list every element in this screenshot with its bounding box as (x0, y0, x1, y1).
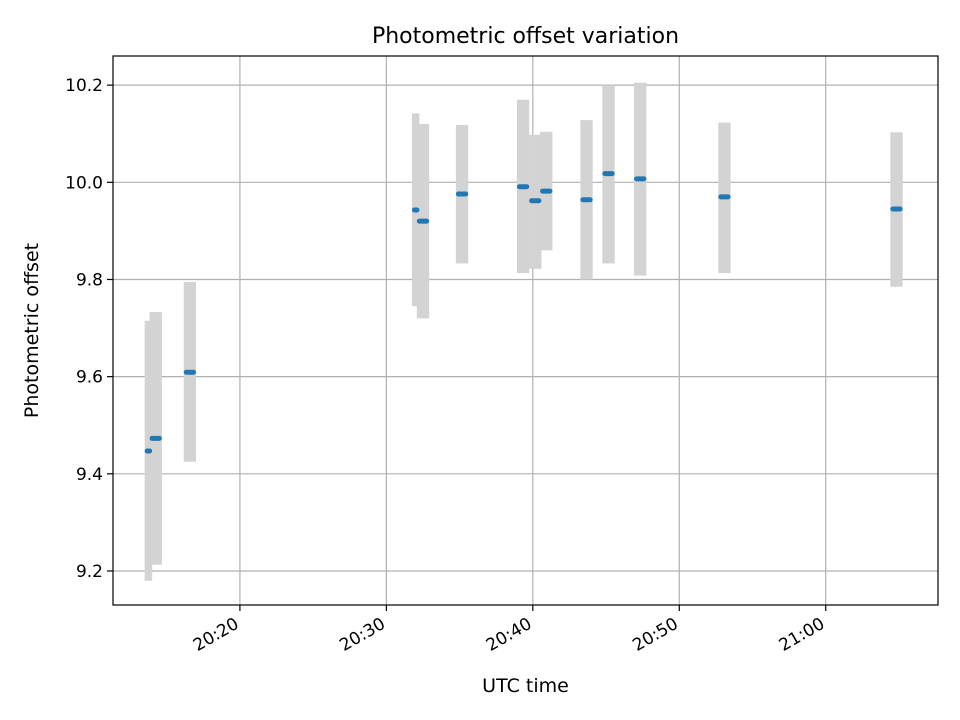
y-tick-label: 9.2 (76, 562, 103, 582)
y-tick-label: 9.6 (76, 368, 103, 388)
y-tick-label: 10.2 (65, 76, 103, 96)
y-tick-label: 9.4 (76, 465, 103, 485)
y-tick-label: 9.8 (76, 270, 103, 290)
y-axis-label: Photometric offset (21, 243, 43, 418)
y-tick-label: 10.0 (65, 173, 103, 193)
x-axis-label: UTC time (482, 675, 569, 697)
chart-title: Photometric offset variation (372, 24, 679, 49)
plot-frame (112, 55, 939, 606)
data-points (144, 171, 903, 454)
y-axis-ticks: 9.2 9.4 9.6 9.8 10.0 10.2 (65, 76, 113, 582)
